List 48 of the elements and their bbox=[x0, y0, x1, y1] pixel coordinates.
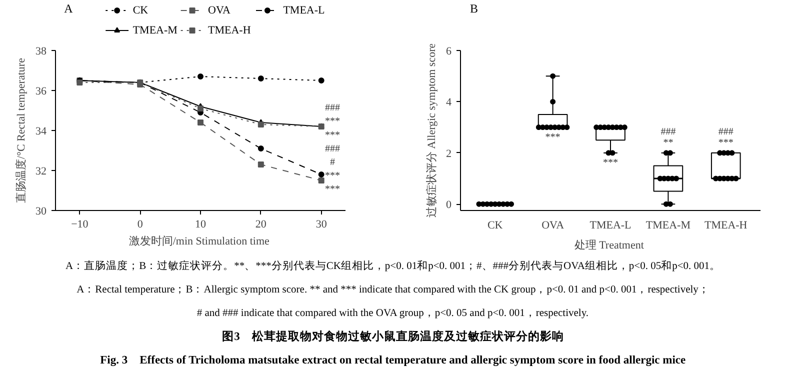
legend-label: CK bbox=[132, 4, 148, 16]
y-tick-label: 32 bbox=[36, 166, 46, 178]
x-tick-label: 30 bbox=[316, 218, 328, 230]
text: # and ### indicate that compared with the OVA group，p<0. 05 and p<0. 001，respectively. bbox=[196, 308, 589, 319]
annotation: *** bbox=[603, 157, 618, 168]
x-tick-label: −10 bbox=[71, 218, 89, 230]
chart-title: B bbox=[470, 2, 478, 16]
caption: Fig. 3 Effects of Tricholoma matsutake extract on rectal temperature and allergic symptom score in food allergic mice bbox=[100, 354, 686, 367]
y-tick-label: 30 bbox=[36, 206, 47, 218]
chart-title: A bbox=[64, 2, 74, 16]
y-tick-label: 0 bbox=[446, 199, 452, 212]
legend-label: OVA bbox=[208, 4, 230, 16]
x-tick-label: 0 bbox=[137, 218, 144, 230]
annotation: *** bbox=[324, 184, 340, 196]
annotation: ### bbox=[324, 143, 340, 154]
annotation: *** bbox=[545, 132, 560, 143]
x-axis-title: 处理 Treatment bbox=[574, 238, 644, 252]
annotation: ### bbox=[718, 126, 734, 138]
y-axis-title: 过敏症状评分 Allergic symptom score bbox=[425, 43, 438, 218]
annotation: ### bbox=[324, 102, 340, 114]
annotation: # bbox=[330, 157, 335, 168]
x-axis-title: 激发时间/min Stimulation time bbox=[128, 234, 270, 248]
y-tick-label: 38 bbox=[36, 46, 47, 58]
annotation: *** bbox=[324, 116, 340, 128]
y-tick-label: 34 bbox=[36, 126, 47, 138]
legend-label: TMEA-L bbox=[283, 4, 326, 16]
y-axis-title: 直肠温度/°C Rectal temperature bbox=[14, 58, 28, 203]
annotation: *** bbox=[324, 170, 340, 182]
annotation: ### bbox=[660, 126, 676, 138]
x-tick-label: TMEA-M bbox=[646, 220, 691, 232]
annotation: ** bbox=[663, 137, 674, 148]
x-tick-label: TMEA-H bbox=[704, 220, 748, 232]
x-tick-label: TMEA-L bbox=[590, 220, 632, 232]
x-tick-label: 20 bbox=[255, 218, 267, 230]
x-tick-label: 10 bbox=[195, 218, 206, 230]
x-tick-label: CK bbox=[487, 220, 503, 232]
y-tick-label: 36 bbox=[36, 86, 47, 98]
y-tick-label: 2 bbox=[446, 148, 452, 160]
text: A：直肠温度；B：过敏症状评分。**、***分别代表与CK组相比，p<0. 01和p<0. 001；#、###分别代表与OVA组相比，p<0. 05和p<0. 001。 bbox=[66, 258, 721, 272]
legend-label: TMEA-H bbox=[208, 24, 251, 36]
caption: 图3 松茸提取物对食物过敏小鼠直肠温度及过敏症状评分的影响 bbox=[222, 329, 564, 344]
annotation: *** bbox=[718, 137, 734, 148]
text: A：Rectal temperature；B：Allergic symptom score. ** and *** indicate that compared with the CK group，p<0. 01 and p<0. 001，respectively； bbox=[76, 284, 710, 296]
legend-label: TMEA-M bbox=[132, 24, 178, 36]
x-tick-label: OVA bbox=[542, 220, 564, 232]
y-tick-label: 6 bbox=[446, 46, 452, 58]
annotation: *** bbox=[324, 130, 340, 141]
y-tick-label: 4 bbox=[446, 96, 452, 109]
